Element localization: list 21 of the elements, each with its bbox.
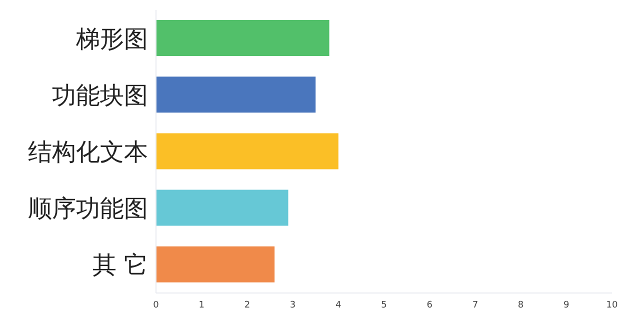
x-tick-label: 10	[606, 300, 618, 310]
bar	[156, 246, 275, 282]
bar	[156, 20, 330, 56]
x-tick-label: 2	[244, 300, 250, 310]
x-tick-label: 7	[472, 300, 478, 310]
x-tick-label: 4	[336, 300, 342, 310]
x-tick-label: 8	[518, 300, 524, 310]
x-tick-label: 5	[381, 300, 387, 310]
bar	[156, 190, 288, 226]
y-tick-label: 功能块图	[52, 81, 148, 110]
bar	[156, 76, 316, 113]
x-tick-label: 3	[290, 300, 296, 310]
x-tick-label: 1	[198, 300, 204, 310]
y-tick-label: 结构化文本	[28, 138, 148, 166]
y-tick-label: 梯形图	[75, 24, 148, 53]
x-tick-label: 6	[426, 300, 433, 310]
y-tick-label: 顺序功能图	[28, 194, 148, 223]
x-tick-label: 0	[153, 300, 160, 310]
bar	[156, 133, 338, 170]
x-tick-label: 9	[564, 300, 570, 310]
y-tick-label: 其 它	[92, 251, 148, 280]
